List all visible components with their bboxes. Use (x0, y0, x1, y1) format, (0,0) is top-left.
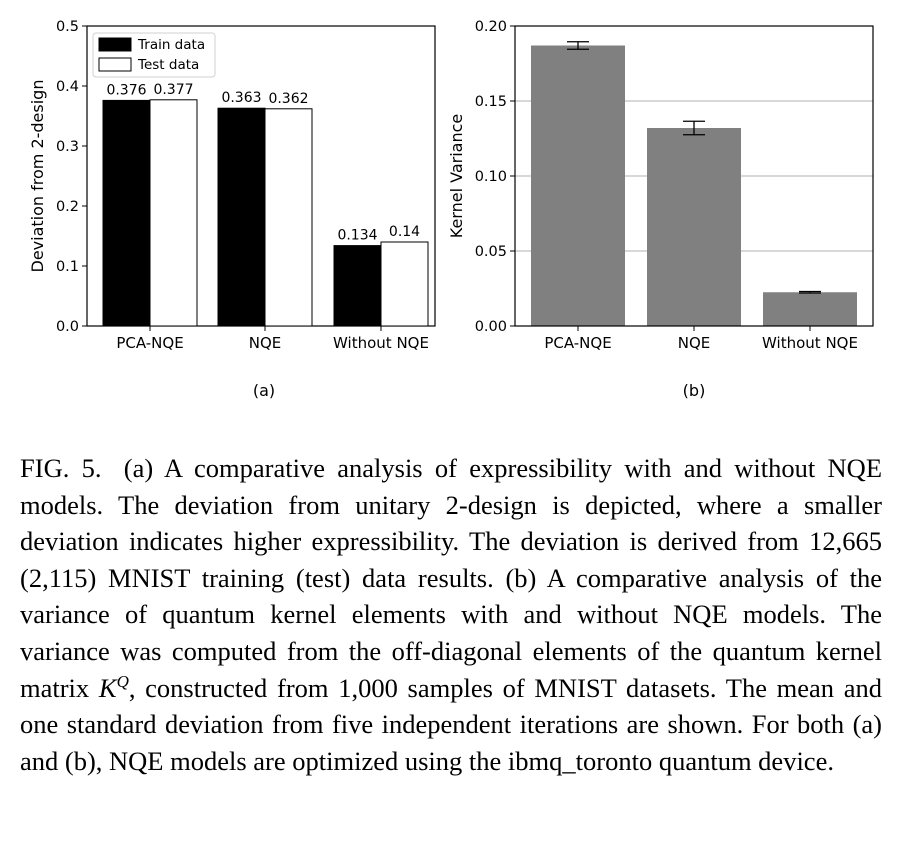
data-label: 0.363 (221, 90, 261, 106)
ytick-label: 0.05 (475, 244, 507, 260)
chart-b-bars (531, 45, 857, 326)
chart-b: Kernel Variance 0.00 0.05 0.10 0.15 0.20 PCA… (447, 19, 874, 400)
ytick-label: 0.20 (475, 19, 507, 35)
xtick-label: PCA-NQE (544, 334, 611, 352)
xtick-label: Without NQE (762, 334, 858, 352)
legend-label-test: Test data (137, 57, 199, 73)
ytick-label: 0.00 (475, 319, 507, 335)
caption-math-sup: Q (116, 671, 129, 691)
xtick-label: NQE (249, 334, 282, 352)
xtick-label: PCA-NQE (116, 334, 183, 352)
figure-caption: FIG. 5. (a) A comparative analysis of ex… (20, 450, 882, 779)
legend-swatch-test (98, 57, 132, 72)
variance-bar-1 (647, 128, 741, 326)
chart-b-ylabel: Kernel Variance (447, 114, 466, 238)
chart-a: Deviation from 2-design 0.00.10.20.30.40… (28, 19, 436, 400)
ytick-label: 0.4 (56, 79, 79, 95)
train-bar-2 (333, 245, 382, 327)
variance-bar-2 (763, 292, 857, 326)
train-bar-0 (102, 99, 151, 327)
chart-a-legend: Train data Test data (92, 32, 216, 78)
chart-b-error-bars (567, 41, 821, 294)
legend-label-train: Train data (137, 37, 205, 53)
xtick-label: NQE (678, 334, 711, 352)
ytick-label: 0.3 (56, 139, 79, 155)
panel-b-label: (b) (683, 381, 706, 400)
caption-text-part1: (a) A comparative analysis of expressibi… (20, 453, 883, 703)
panel-a-label: (a) (253, 381, 275, 400)
ytick-label: 0.1 (56, 259, 79, 275)
data-label: 0.134 (337, 228, 377, 244)
data-label: 0.14 (389, 224, 420, 240)
test-bar-2 (380, 241, 429, 327)
ytick-label: 0.0 (56, 319, 79, 335)
caption-text-part2: , constructed from 1,000 samples of MNIS… (20, 672, 882, 776)
chart-b-xticks: PCA-NQE NQE Without NQE (544, 326, 858, 352)
train-bar-1 (217, 107, 266, 327)
variance-bar-0 (531, 45, 625, 326)
ytick-label: 0.5 (56, 19, 79, 35)
ytick-label: 0.15 (475, 94, 507, 110)
chart-a-ylabel: Deviation from 2-design (28, 80, 47, 273)
ytick-label: 0.2 (56, 199, 79, 215)
chart-a-bars (102, 99, 429, 327)
caption-label: FIG. 5. (20, 453, 102, 483)
ytick-label: 0.10 (475, 169, 507, 185)
test-bar-0 (149, 99, 198, 327)
chart-a-yticks: 0.0 0.1 0.2 0.3 0.4 0.5 (56, 19, 87, 335)
figure: Deviation from 2-design 0.00.10.20.30.40… (28, 19, 874, 400)
xtick-label: Without NQE (333, 334, 429, 352)
data-label: 0.362 (268, 91, 308, 107)
chart-a-data-labels: 0.376 0.377 0.363 0.362 0.134 0.14 (106, 82, 420, 244)
data-label: 0.376 (106, 82, 146, 98)
test-bar-1 (264, 108, 313, 327)
data-label: 0.377 (153, 82, 193, 98)
chart-b-yticks: 0.00 0.05 0.10 0.15 0.20 (475, 19, 515, 335)
caption-math-symbol: K (98, 672, 117, 703)
legend-swatch-train (98, 37, 132, 52)
chart-a-xticks: PCA-NQE NQE Without NQE (116, 326, 429, 352)
